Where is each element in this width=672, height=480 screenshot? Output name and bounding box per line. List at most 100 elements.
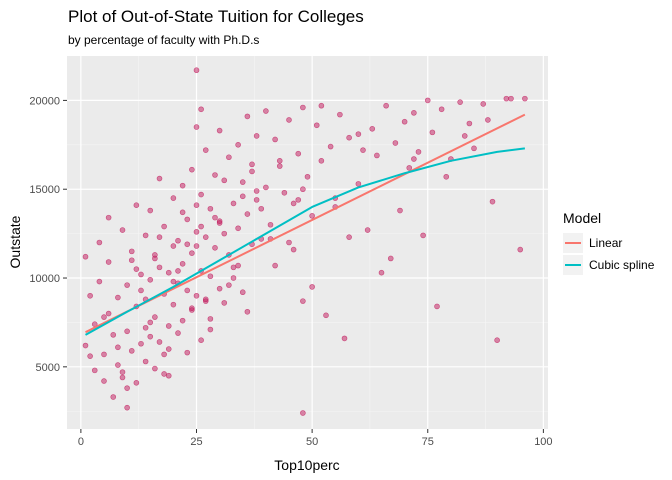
data-point: [230, 264, 237, 271]
data-point: [119, 374, 126, 381]
data-point: [165, 269, 172, 276]
data-point: [82, 342, 89, 349]
data-point: [142, 358, 149, 365]
data-point: [152, 365, 158, 372]
data-point: [327, 143, 334, 150]
data-point: [212, 245, 218, 251]
data-point: [147, 333, 154, 340]
x-tick-label: 75: [422, 436, 434, 448]
data-point: [152, 314, 158, 320]
data-point: [360, 147, 366, 153]
data-point: [267, 221, 274, 228]
data-point: [216, 127, 223, 134]
data-point: [415, 149, 422, 155]
data-point: [207, 316, 214, 322]
legend-label-linear: Linear: [589, 236, 622, 250]
data-point: [193, 243, 200, 249]
data-point: [170, 195, 177, 201]
data-point: [193, 202, 200, 208]
data-point: [378, 269, 385, 276]
data-point: [138, 340, 144, 347]
data-point: [235, 142, 241, 148]
legend-item-linear: Linear: [563, 233, 622, 253]
y-tick-label: 15000: [29, 184, 60, 196]
data-point: [202, 147, 209, 153]
data-point: [156, 339, 163, 345]
data-point: [216, 285, 223, 292]
data-point: [313, 122, 320, 129]
data-point: [105, 259, 112, 265]
data-point: [300, 186, 306, 193]
data-point: [161, 351, 167, 358]
data-point: [517, 246, 524, 253]
y-tick-label: 20000: [29, 95, 60, 107]
x-tick-label: 25: [190, 436, 202, 448]
data-point: [438, 106, 445, 113]
data-point: [165, 346, 172, 352]
data-point: [263, 108, 269, 114]
data-point: [170, 301, 177, 308]
data-point: [253, 188, 260, 194]
legend: Model Linear Cubic spline: [563, 210, 655, 275]
data-point: [128, 348, 135, 354]
data-point: [202, 296, 209, 303]
data-point: [124, 404, 130, 411]
data-point: [272, 262, 278, 269]
data-point: [184, 349, 191, 356]
x-tick-label: 0: [78, 436, 84, 448]
data-point: [207, 326, 214, 333]
data-point: [300, 298, 306, 304]
data-point: [96, 239, 103, 246]
data-point: [337, 111, 343, 118]
data-point: [179, 182, 186, 189]
data-point: [147, 319, 154, 326]
data-point: [193, 292, 200, 299]
data-point: [133, 202, 140, 208]
data-point: [276, 157, 283, 164]
data-point: [253, 197, 260, 203]
data-point: [457, 99, 463, 105]
legend-item-cubic-spline: Cubic spline: [563, 255, 655, 275]
data-point: [198, 191, 204, 198]
data-point: [147, 207, 154, 214]
data-point: [323, 312, 329, 319]
data-point: [193, 229, 200, 235]
data-point: [304, 173, 311, 180]
data-point: [179, 261, 186, 267]
data-point: [161, 371, 167, 377]
data-point: [221, 230, 228, 237]
data-point: [485, 117, 491, 123]
data-point: [397, 207, 403, 214]
data-point: [286, 239, 292, 246]
data-point: [138, 271, 144, 278]
data-point: [346, 134, 352, 141]
data-point: [119, 227, 126, 233]
data-point: [101, 378, 107, 384]
data-point: [420, 232, 426, 239]
x-tick-label: 100: [534, 436, 552, 448]
data-point: [184, 241, 191, 248]
legend-label-cubic-spline: Cubic spline: [589, 258, 655, 272]
data-point: [189, 250, 195, 256]
data-point: [466, 120, 473, 127]
data-point: [480, 101, 487, 107]
data-point: [175, 237, 181, 244]
data-point: [290, 246, 297, 253]
fit-lines: [85, 113, 526, 336]
data-point: [300, 104, 306, 111]
data-point: [110, 394, 117, 400]
data-point: [105, 310, 112, 317]
data-point: [189, 166, 195, 173]
scatter-points: [82, 67, 528, 416]
data-point: [198, 223, 204, 230]
data-point: [212, 214, 218, 221]
data-point: [471, 145, 477, 152]
data-point: [91, 367, 98, 374]
data-point: [170, 243, 177, 249]
x-axis-title: Top10perc: [274, 457, 339, 473]
data-point: [461, 133, 468, 139]
y-tick-label: 5000: [36, 362, 60, 374]
data-point: [295, 150, 302, 157]
data-point: [411, 156, 417, 162]
data-point: [286, 117, 292, 123]
